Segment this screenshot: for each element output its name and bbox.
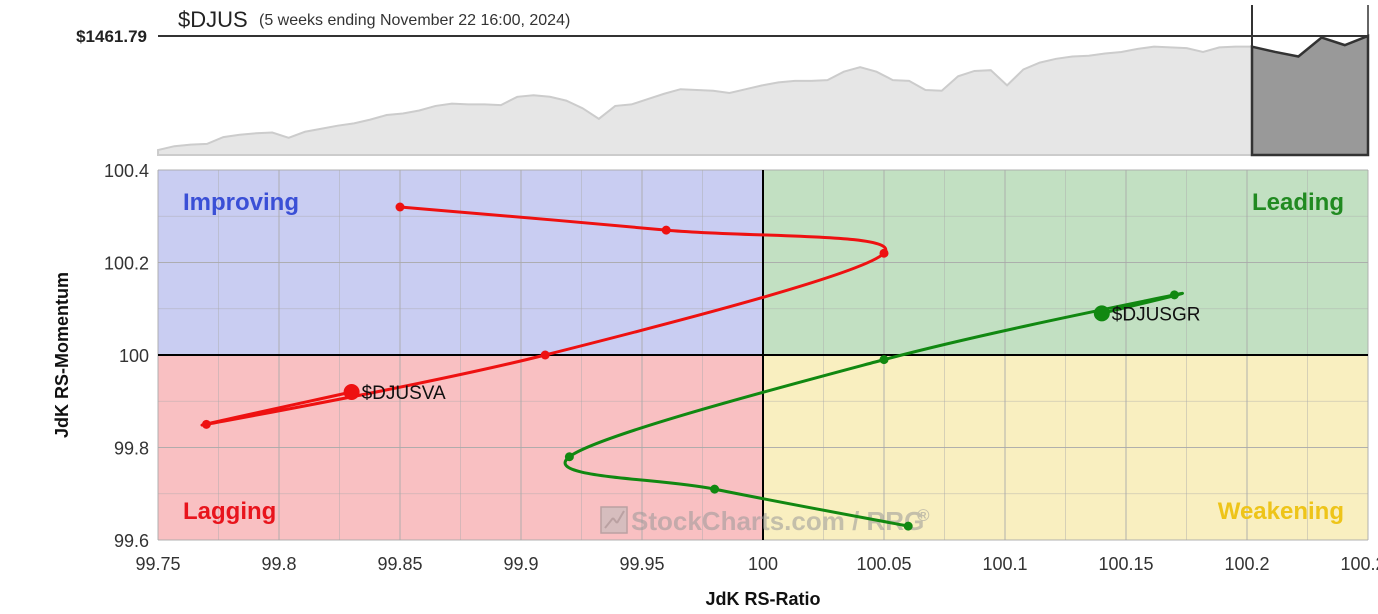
x-tick-label: 100.05 <box>856 554 911 574</box>
quadrant-label-leading: Leading <box>1252 189 1344 216</box>
watermark-registered-mark: ® <box>917 506 930 525</box>
chart-title: $DJUS <box>178 7 248 32</box>
djusgr-point <box>903 521 913 531</box>
x-tick-label: 99.95 <box>619 554 664 574</box>
tick-labels: 99.75 99.8 99.85 99.9 99.95 100 100.05 100.1 100… <box>104 161 1378 574</box>
x-tick-label: 100.15 <box>1098 554 1153 574</box>
x-axis-title: JdK RS-Ratio <box>705 589 820 609</box>
djusva-current-point[interactable] <box>343 384 360 400</box>
djusgr-point <box>1169 290 1179 300</box>
y-tick-label: 100 <box>119 346 149 366</box>
x-tick-label: 99.85 <box>377 554 422 574</box>
quadrant-label-improving: Improving <box>183 189 299 216</box>
y-tick-label: 99.6 <box>114 531 149 551</box>
series-layer: $DJUSVA $DJUSGR <box>200 202 1201 531</box>
djusva-point <box>661 225 671 235</box>
price-area <box>157 45 1253 156</box>
djusva-point <box>879 248 889 258</box>
djusgr-current-point[interactable] <box>1093 305 1110 322</box>
djusva-label: $DJUSVA <box>362 383 446 404</box>
djusva-point <box>201 419 211 429</box>
djusgr-label: $DJUSGR <box>1112 304 1201 325</box>
x-tick-label: 100.2 <box>1224 554 1269 574</box>
price-panel: $DJUS (5 weeks ending November 22 16:00,… <box>76 5 1370 157</box>
djusgr-point <box>564 452 574 462</box>
center-axes <box>158 170 1368 540</box>
quadrant-label-weakening: Weakening <box>1218 498 1344 525</box>
recent-price-area <box>1250 34 1370 157</box>
y-axis-title: JdK RS-Momentum <box>52 272 72 438</box>
djusva-point <box>540 350 550 360</box>
x-tick-label: 100.1 <box>982 554 1027 574</box>
x-tick-label: 99.75 <box>135 554 180 574</box>
y-tick-label: 100.2 <box>104 254 149 274</box>
chart-subtitle: (5 weeks ending November 22 16:00, 2024) <box>259 12 570 29</box>
djusva-point <box>395 202 405 212</box>
x-tick-label: 99.8 <box>261 554 296 574</box>
djusgr-point <box>879 355 889 365</box>
x-tick-label: 99.9 <box>503 554 538 574</box>
x-tick-label: 100 <box>748 554 778 574</box>
stockcharts-logo-icon <box>600 506 628 534</box>
quadrant-label-lagging: Lagging <box>183 498 276 525</box>
djusgr-point <box>710 484 720 494</box>
x-tick-label: 100.25 <box>1340 554 1378 574</box>
price-label: $1461.79 <box>76 27 147 46</box>
y-tick-label: 100.4 <box>104 161 149 181</box>
y-tick-label: 99.8 <box>114 439 149 459</box>
